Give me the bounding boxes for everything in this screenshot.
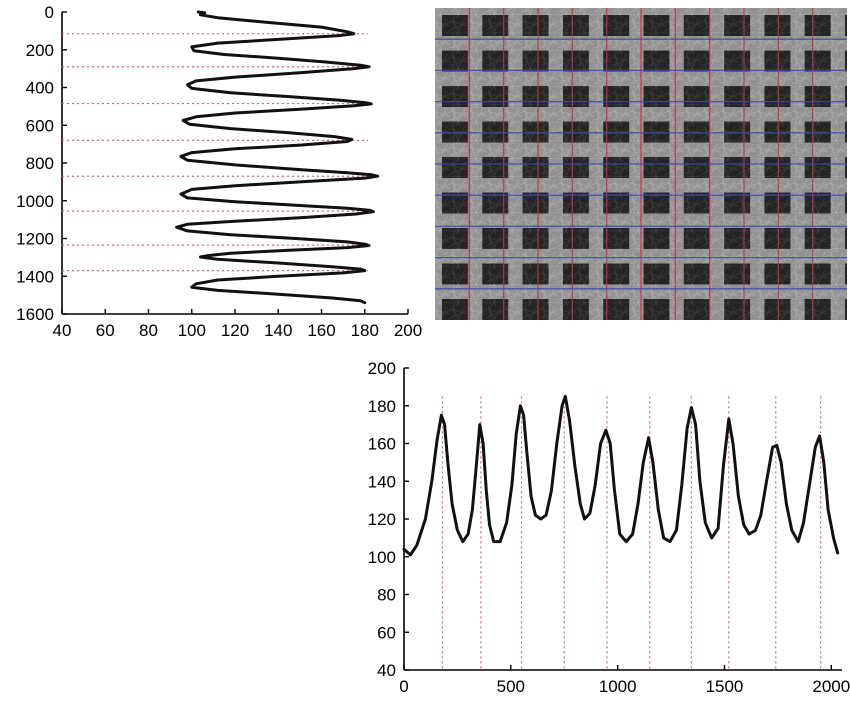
intensity-y-tick-label: 160 xyxy=(368,435,396,454)
intensity-curve xyxy=(402,394,840,557)
profile-y-tick-label: 0 xyxy=(45,3,54,22)
intensity-y-tick-label: 200 xyxy=(368,359,396,378)
profile-x-tick-label: 60 xyxy=(96,321,115,340)
profile-y-tick-label: 1400 xyxy=(16,267,54,286)
intensity-y-tick-label: 60 xyxy=(377,623,396,642)
intensity-y-tick-label: 40 xyxy=(377,661,396,680)
grid-overlay-lines xyxy=(435,8,847,320)
intensity-x-tick-label: 1500 xyxy=(706,677,744,696)
profile-x-tick-label: 180 xyxy=(351,321,379,340)
profile-x-tick-label: 160 xyxy=(307,321,335,340)
profile-x-tick-label: 140 xyxy=(264,321,292,340)
intensity-x-tick-label: 2000 xyxy=(812,677,850,696)
intensity-x-tick-label: 1000 xyxy=(599,677,637,696)
profile-x-tick-label: 100 xyxy=(178,321,206,340)
intensity-x-tick-label: 500 xyxy=(497,677,525,696)
profile-y-tick-label: 400 xyxy=(26,79,54,98)
intensity-y-tick-label: 120 xyxy=(368,510,396,529)
profile-x-ticks: 40 60 80 100 120 140 160 180 200 xyxy=(53,309,422,340)
profile-x-tick-label: 120 xyxy=(221,321,249,340)
profile-y-tick-label: 800 xyxy=(26,154,54,173)
grid-image-panel xyxy=(435,8,847,320)
profile-y-tick-label: 200 xyxy=(26,41,54,60)
intensity-y-tick-label: 180 xyxy=(368,397,396,416)
profile-y-tick-label: 1200 xyxy=(16,230,54,249)
profile-x-tick-label: 40 xyxy=(53,321,72,340)
intensity-x-tick-label: 0 xyxy=(399,677,408,696)
profile-y-tick-label: 1600 xyxy=(16,305,54,324)
profile-y-tick-label: 600 xyxy=(26,116,54,135)
intensity-y-tick-label: 140 xyxy=(368,472,396,491)
intensity-y-tick-label: 100 xyxy=(368,548,396,567)
intensity-y-tick-label: 80 xyxy=(377,586,396,605)
profile-y-ticks: 0 200 400 600 800 1000 1200 1400 1600 xyxy=(16,3,67,324)
profile-x-tick-label: 200 xyxy=(394,321,422,340)
profile-y-tick-label: 1000 xyxy=(16,192,54,211)
intensity-y-ticks: 200 180 160 140 120 100 80 60 40 xyxy=(368,359,409,680)
profile-guides xyxy=(62,33,368,272)
profile-curve xyxy=(175,10,380,305)
intensity-chart: 0 500 1000 1500 2000 200 180 160 140 120 100 80 60 4… xyxy=(368,359,850,696)
profile-x-tick-label: 80 xyxy=(139,321,158,340)
intensity-x-ticks: 0 500 1000 1500 2000 xyxy=(399,665,850,696)
profile-chart: 40 60 80 100 120 140 160 180 200 0 200 400 600 800 10… xyxy=(16,3,422,340)
